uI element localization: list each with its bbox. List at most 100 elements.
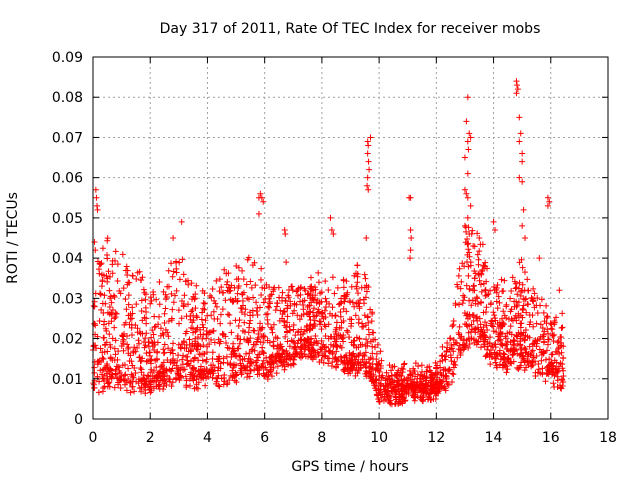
data-point [247,312,254,319]
data-point [499,342,506,349]
data-point [245,337,252,344]
data-point [107,373,114,380]
data-points [90,78,567,408]
data-point [157,368,164,375]
data-point [521,269,528,276]
data-point [298,350,305,357]
data-point [498,321,505,328]
data-point [386,394,393,401]
data-point [194,314,201,321]
data-point [142,304,149,311]
data-point [181,366,188,373]
data-point [502,335,509,342]
data-point [244,336,251,343]
data-point [97,367,104,374]
data-point [506,329,513,336]
data-point [329,304,336,311]
data-point [268,291,275,298]
data-point [504,355,511,362]
data-point [260,332,267,339]
data-point [307,322,314,329]
data-point [272,334,279,341]
data-point [398,376,405,383]
data-point [516,138,523,145]
data-point [100,356,107,363]
data-point [187,348,194,355]
data-point [95,266,102,273]
data-point [365,142,372,149]
data-point [560,354,567,361]
data-point [173,258,180,265]
data-point [533,320,540,327]
data-point [183,353,190,360]
data-point [443,348,450,355]
data-point [143,358,150,365]
data-point [531,290,538,297]
data-point [503,303,510,310]
data-point [102,341,109,348]
data-point [559,324,566,331]
data-point [542,378,549,385]
data-point [370,329,377,336]
data-point [109,270,116,277]
data-point [231,350,238,357]
data-point [252,282,259,289]
data-point [313,299,320,306]
data-point [359,323,366,330]
data-point [551,357,558,364]
data-point [544,313,551,320]
data-point [251,327,258,334]
data-point [101,348,108,355]
data-point [452,300,459,307]
data-point [142,390,149,397]
data-point [208,312,215,319]
data-point [519,158,526,165]
data-point [131,388,138,395]
data-point [368,377,375,384]
data-point [133,301,140,308]
data-point [557,360,564,367]
y-tick-label-4: 0.04 [52,251,83,267]
data-point [357,341,364,348]
y-tick-label-5: 0.05 [52,211,83,227]
data-point [211,364,218,371]
data-point [369,310,376,317]
data-point [428,385,435,392]
data-point [147,294,154,301]
data-point [519,314,526,321]
data-point [543,320,550,327]
data-point [417,372,424,379]
data-point [450,348,457,355]
data-point [556,287,563,294]
data-point [538,296,545,303]
y-tick-label-6: 0.06 [52,171,83,187]
data-point [332,312,339,319]
data-point [107,273,114,280]
data-point [471,275,478,282]
data-point [236,317,243,324]
data-point [373,350,380,357]
y-tick-label-2: 0.02 [52,332,83,348]
data-point [365,158,372,165]
data-point [244,374,251,381]
data-point [294,312,301,319]
data-point [206,329,213,336]
data-point [216,383,223,390]
data-point [247,367,254,374]
data-point [283,329,290,336]
data-point [514,82,521,89]
data-point [354,358,361,365]
data-point [245,254,252,261]
data-point [287,302,294,309]
data-point [123,306,130,313]
data-point [296,316,303,323]
data-point [369,343,376,350]
data-point [164,357,171,364]
data-point [98,371,105,378]
data-point [493,351,500,358]
data-point [102,364,109,371]
data-point [178,315,185,322]
data-point [301,346,308,353]
data-point [449,345,456,352]
